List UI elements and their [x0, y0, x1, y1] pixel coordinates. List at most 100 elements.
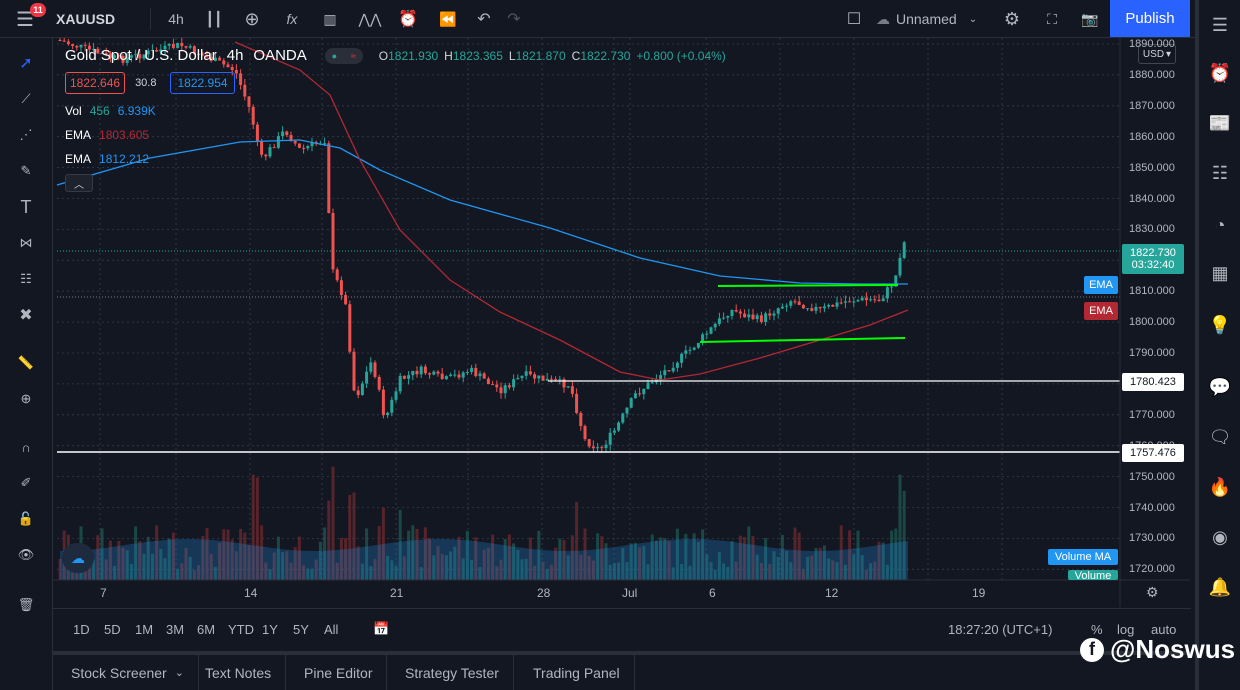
volume-bar: [335, 562, 339, 580]
hide-tool[interactable]: 👁: [11, 540, 41, 570]
volume-bar: [612, 563, 616, 580]
interval-button[interactable]: 4h: [168, 11, 184, 27]
log-toggle[interactable]: log: [1117, 621, 1135, 637]
prediction-tool[interactable]: ☷: [11, 264, 41, 294]
range-5d[interactable]: 5D: [104, 621, 121, 637]
tab-pine-editor[interactable]: Pine Editor: [290, 655, 388, 690]
brush-tool[interactable]: ✎: [11, 156, 41, 186]
remove-tool[interactable]: ✖: [11, 300, 41, 330]
alerts-button[interactable]: ⏰: [1205, 58, 1235, 88]
redo-button[interactable]: ↷: [500, 0, 528, 38]
legend-ema-blue[interactable]: EMA 1812.212: [65, 152, 150, 166]
legend-volume[interactable]: Vol 456 6.939K: [65, 104, 156, 118]
buy-button[interactable]: 1822.954: [170, 72, 235, 94]
candle-body: [213, 57, 217, 61]
range-5y[interactable]: 5Y: [293, 621, 309, 637]
range-1m[interactable]: 1M: [135, 621, 154, 637]
undo-button[interactable]: ↶: [470, 0, 498, 38]
tab-stock-screener[interactable]: Stock Screener ⌄: [57, 655, 199, 690]
legend-main: Gold Spot / U.S. Dollar 4h OANDA ● ≈ O182…: [65, 47, 726, 64]
tab-text-notes[interactable]: Text Notes: [191, 655, 287, 690]
cursor-tool[interactable]: ➚: [11, 48, 41, 78]
volume-bar: [717, 551, 721, 580]
calendar-button[interactable]: ▦: [1205, 258, 1235, 288]
measure-tool[interactable]: 📏: [11, 348, 41, 378]
candle-style-button[interactable]: ┃┃: [200, 0, 228, 38]
alert-button[interactable]: ⏰: [394, 0, 422, 38]
volume-bar: [507, 534, 511, 580]
financials-button[interactable]: ▥: [316, 0, 344, 38]
messages-button[interactable]: 🗨: [1205, 422, 1235, 452]
indicators-button[interactable]: fx: [278, 0, 306, 38]
range-1y[interactable]: 1Y: [262, 621, 278, 637]
snapshot-button[interactable]: 📷: [1076, 0, 1104, 38]
object-tree-button[interactable]: ☷: [1205, 158, 1235, 188]
volume-bar: [327, 500, 331, 580]
range-6m[interactable]: 6M: [197, 621, 216, 637]
stay-drawing-tool[interactable]: ✐: [11, 468, 41, 498]
tab-trading-panel[interactable]: Trading Panel: [519, 655, 635, 690]
tradingview-logo-icon[interactable]: ☁: [62, 543, 94, 573]
date-range-button[interactable]: 📅: [373, 609, 389, 649]
timezone-button[interactable]: 18:27:20 (UTC+1): [948, 621, 1053, 637]
range-ytd[interactable]: YTD: [228, 621, 254, 637]
legend-ema-red[interactable]: EMA 1803.605: [65, 128, 150, 142]
trendline-tool[interactable]: ⟋: [11, 84, 41, 114]
select-layout-button[interactable]: ☐: [840, 0, 868, 38]
data-window-button[interactable]: ◔: [1205, 210, 1235, 240]
pitchfork-tool[interactable]: ⋰: [11, 120, 41, 150]
ideas-button[interactable]: 💡: [1205, 310, 1235, 340]
lock-tool[interactable]: 🔓: [11, 504, 41, 534]
news-button[interactable]: 📰: [1205, 108, 1235, 138]
volume-bar: [482, 549, 486, 580]
notifications-button[interactable]: 🔔: [1205, 572, 1235, 602]
bar-chart-icon: ▥: [323, 10, 337, 27]
currency-selector[interactable]: USD ▾: [1138, 44, 1176, 64]
volume-bar: [654, 540, 658, 580]
delete-tool[interactable]: 🗑: [11, 590, 41, 620]
volume-bar: [302, 565, 306, 580]
collapse-legend-button[interactable]: ︿: [65, 174, 93, 192]
volume-bar: [680, 563, 684, 580]
percent-toggle[interactable]: %: [1091, 621, 1103, 637]
candle-body: [545, 378, 549, 381]
axis-settings-button[interactable]: ⚙: [1146, 584, 1159, 601]
candle-body: [138, 54, 142, 59]
candle-body: [276, 136, 280, 148]
candle-body: [713, 323, 717, 328]
publish-button[interactable]: Publish: [1110, 0, 1190, 37]
volume-bar: [785, 551, 789, 580]
volume-bar: [856, 530, 860, 580]
magnet-tool[interactable]: ∩: [11, 432, 41, 462]
chats-button[interactable]: 💬: [1205, 372, 1235, 402]
pattern-tool[interactable]: ⋈: [11, 228, 41, 258]
tab-strategy-tester[interactable]: Strategy Tester: [391, 655, 514, 690]
alarm-clock-icon: ⏰: [1208, 62, 1232, 83]
candle-body: [423, 366, 427, 374]
volume-bar: [894, 528, 898, 580]
range-3m[interactable]: 3M: [166, 621, 185, 637]
range-1d[interactable]: 1D: [73, 621, 90, 637]
volume-bar: [562, 540, 566, 580]
symbol-search[interactable]: XAUUSD: [56, 11, 116, 27]
templates-button[interactable]: ⋀⋀: [356, 0, 384, 38]
fullscreen-button[interactable]: ⛶: [1038, 0, 1066, 38]
replay-button[interactable]: ⏪: [434, 0, 462, 38]
text-tool[interactable]: T: [11, 192, 41, 222]
volume-bar: [486, 547, 490, 580]
hotlist-button[interactable]: 🔥: [1205, 472, 1235, 502]
candle-body: [83, 44, 87, 46]
streams-button[interactable]: ◉: [1205, 522, 1235, 552]
layout-name-button[interactable]: ☁ Unnamed ⌄: [876, 0, 992, 38]
range-all[interactable]: All: [324, 621, 339, 637]
zoom-tool[interactable]: ⊕: [11, 384, 41, 414]
candle-body: [356, 390, 360, 396]
menu-button[interactable]: ☰: [4, 0, 46, 38]
auto-toggle[interactable]: auto: [1151, 621, 1177, 637]
settings-button[interactable]: ⚙: [998, 0, 1026, 38]
compare-button[interactable]: ⊕: [238, 0, 266, 38]
sell-button[interactable]: 1822.646: [65, 72, 126, 94]
watchlist-button[interactable]: ☰: [1205, 10, 1235, 40]
price-tick-label: 1880.000: [1129, 68, 1175, 81]
